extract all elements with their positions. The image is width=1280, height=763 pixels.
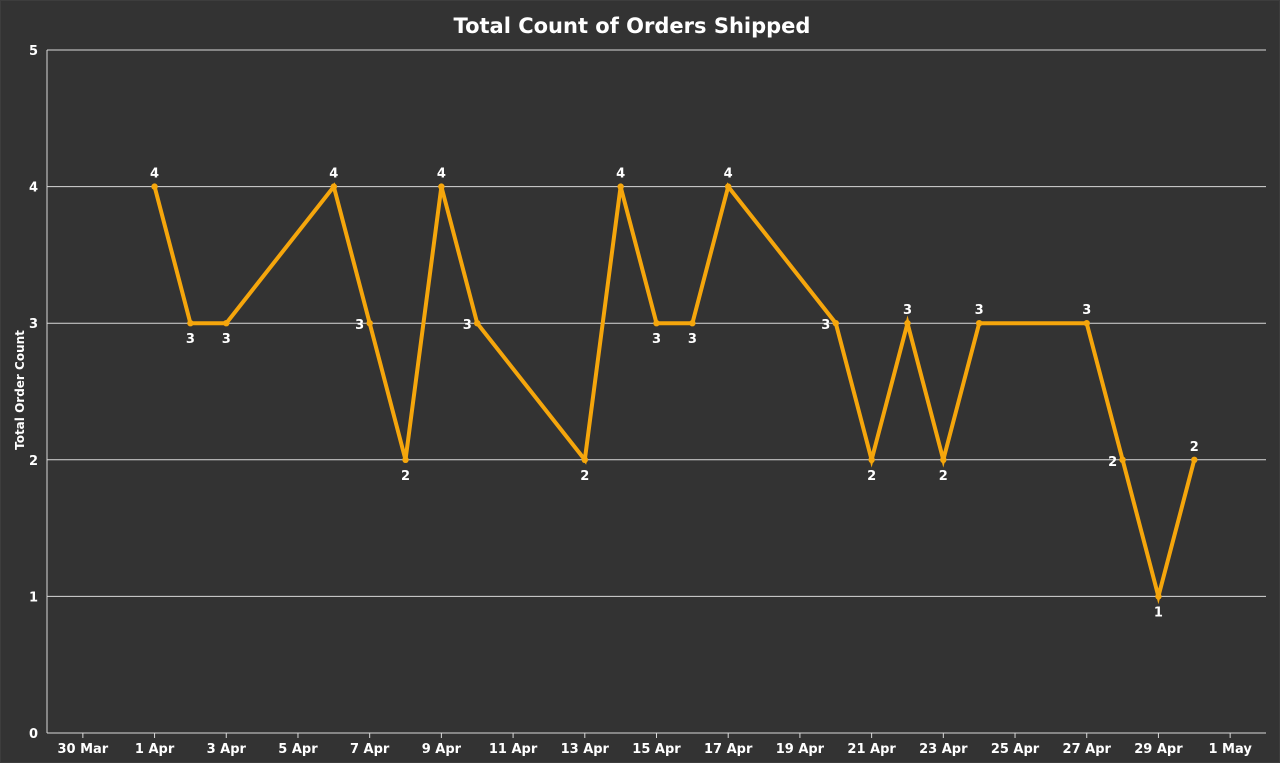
y-tick-label: 0 bbox=[29, 727, 38, 742]
series-line bbox=[155, 187, 1195, 597]
data-label: 2 bbox=[401, 469, 410, 484]
data-label: 4 bbox=[724, 167, 733, 182]
x-tick-label: 5 Apr bbox=[278, 742, 318, 757]
data-point bbox=[582, 457, 588, 463]
x-tick-label: 15 Apr bbox=[632, 742, 681, 757]
x-tick-label: 19 Apr bbox=[776, 742, 825, 757]
data-label: 2 bbox=[580, 469, 589, 484]
data-label: 1 bbox=[1154, 605, 1163, 620]
data-label: 3 bbox=[903, 303, 912, 318]
data-label: 2 bbox=[939, 469, 948, 484]
data-point bbox=[976, 320, 982, 326]
data-point bbox=[617, 183, 623, 189]
data-label: 4 bbox=[150, 167, 159, 182]
data-label: 3 bbox=[222, 332, 231, 347]
data-point bbox=[904, 320, 910, 326]
data-point bbox=[868, 457, 874, 463]
y-tick-label: 1 bbox=[29, 590, 38, 605]
x-tick-label: 3 Apr bbox=[207, 742, 247, 757]
data-label: 3 bbox=[463, 318, 472, 333]
x-tick-label: 23 Apr bbox=[919, 742, 968, 757]
x-tick-label: 27 Apr bbox=[1063, 742, 1112, 757]
x-tick-label: 25 Apr bbox=[991, 742, 1040, 757]
data-label: 3 bbox=[688, 332, 697, 347]
data-point bbox=[689, 320, 695, 326]
data-label: 3 bbox=[355, 318, 364, 333]
data-point bbox=[366, 320, 372, 326]
y-tick-label: 2 bbox=[29, 454, 38, 469]
x-tick-label: 1 Apr bbox=[135, 742, 175, 757]
x-tick-label: 13 Apr bbox=[561, 742, 610, 757]
x-tick-label: 1 May bbox=[1208, 742, 1252, 757]
data-label: 3 bbox=[1082, 303, 1091, 318]
x-tick-label: 29 Apr bbox=[1134, 742, 1183, 757]
data-label: 3 bbox=[186, 332, 195, 347]
data-point bbox=[151, 183, 157, 189]
y-tick-label: 3 bbox=[29, 317, 38, 332]
data-label: 4 bbox=[616, 167, 625, 182]
data-label: 4 bbox=[329, 167, 338, 182]
data-label: 3 bbox=[975, 303, 984, 318]
data-label: 3 bbox=[821, 318, 830, 333]
y-tick-label: 4 bbox=[29, 181, 38, 196]
data-label: 3 bbox=[652, 332, 661, 347]
x-tick-label: 7 Apr bbox=[350, 742, 390, 757]
data-point bbox=[1119, 457, 1125, 463]
x-tick-label: 21 Apr bbox=[847, 742, 896, 757]
x-tick-label: 30 Mar bbox=[57, 742, 108, 757]
data-point bbox=[940, 457, 946, 463]
data-point bbox=[223, 320, 229, 326]
data-label: 4 bbox=[437, 167, 446, 182]
data-point bbox=[331, 183, 337, 189]
x-tick-label: 17 Apr bbox=[704, 742, 753, 757]
data-point bbox=[187, 320, 193, 326]
data-point bbox=[474, 320, 480, 326]
data-label: 2 bbox=[1108, 455, 1117, 470]
data-label: 2 bbox=[1190, 440, 1199, 455]
data-point bbox=[438, 183, 444, 189]
data-point bbox=[402, 457, 408, 463]
x-tick-label: 11 Apr bbox=[489, 742, 538, 757]
data-point bbox=[653, 320, 659, 326]
data-point bbox=[725, 183, 731, 189]
y-tick-label: 5 bbox=[29, 44, 38, 59]
x-tick-label: 9 Apr bbox=[422, 742, 462, 757]
data-label: 2 bbox=[867, 469, 876, 484]
data-point bbox=[1084, 320, 1090, 326]
data-point bbox=[1191, 457, 1197, 463]
data-point bbox=[833, 320, 839, 326]
data-point bbox=[1155, 593, 1161, 599]
